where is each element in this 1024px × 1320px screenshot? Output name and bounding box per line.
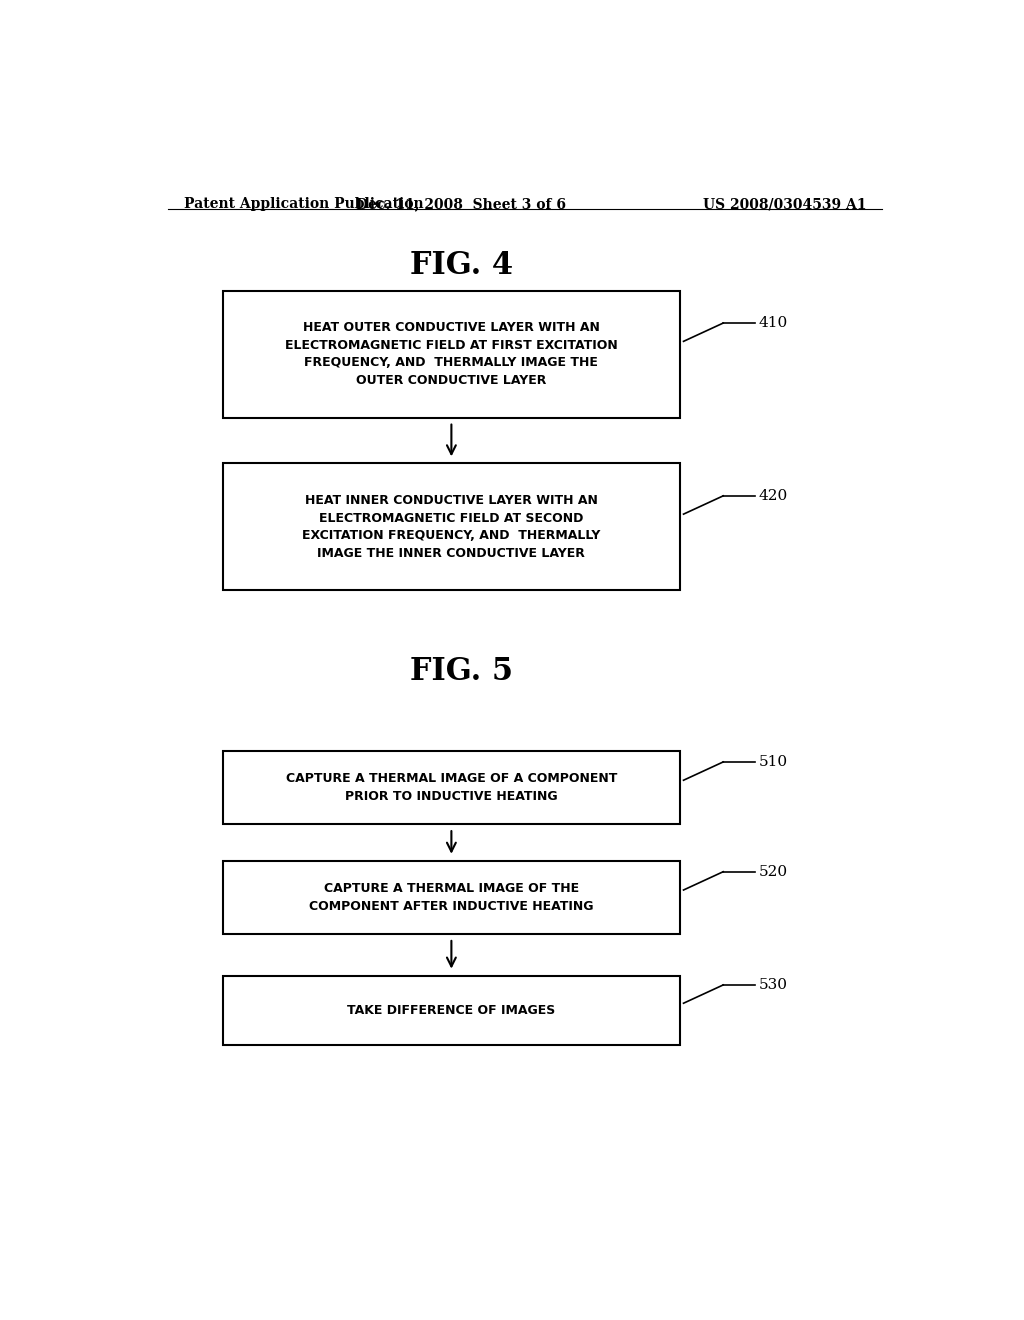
Bar <box>223 463 680 590</box>
Text: 520: 520 <box>759 865 788 879</box>
Bar <box>223 751 680 824</box>
Bar <box>223 861 680 935</box>
Text: HEAT OUTER CONDUCTIVE LAYER WITH AN
ELECTROMAGNETIC FIELD AT FIRST EXCITATION
FR: HEAT OUTER CONDUCTIVE LAYER WITH AN ELEC… <box>285 321 617 387</box>
Text: Dec. 11, 2008  Sheet 3 of 6: Dec. 11, 2008 Sheet 3 of 6 <box>356 197 566 211</box>
Bar <box>223 290 680 417</box>
Text: FIG. 5: FIG. 5 <box>410 656 513 688</box>
Text: Patent Application Publication: Patent Application Publication <box>183 197 423 211</box>
Text: 410: 410 <box>759 315 788 330</box>
Text: TAKE DIFFERENCE OF IMAGES: TAKE DIFFERENCE OF IMAGES <box>347 1003 555 1016</box>
Text: CAPTURE A THERMAL IMAGE OF A COMPONENT
PRIOR TO INDUCTIVE HEATING: CAPTURE A THERMAL IMAGE OF A COMPONENT P… <box>286 772 617 803</box>
Text: FIG. 4: FIG. 4 <box>410 249 513 281</box>
Text: 510: 510 <box>759 755 788 770</box>
Text: 530: 530 <box>759 978 787 991</box>
Bar <box>223 975 680 1044</box>
Text: HEAT INNER CONDUCTIVE LAYER WITH AN
ELECTROMAGNETIC FIELD AT SECOND
EXCITATION F: HEAT INNER CONDUCTIVE LAYER WITH AN ELEC… <box>302 494 601 560</box>
Text: US 2008/0304539 A1: US 2008/0304539 A1 <box>702 197 866 211</box>
Text: 420: 420 <box>759 488 788 503</box>
Text: CAPTURE A THERMAL IMAGE OF THE
COMPONENT AFTER INDUCTIVE HEATING: CAPTURE A THERMAL IMAGE OF THE COMPONENT… <box>309 882 594 912</box>
